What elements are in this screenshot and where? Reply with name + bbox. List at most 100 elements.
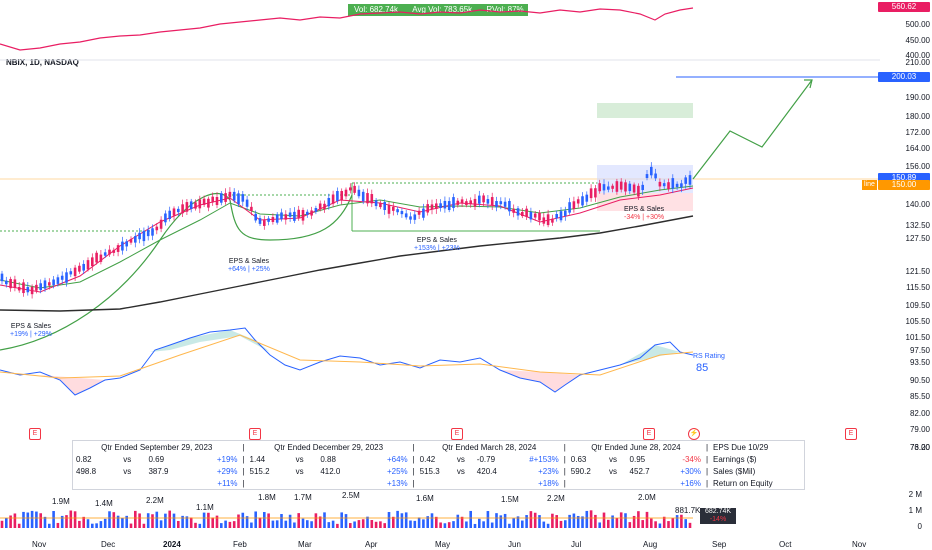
date-label: Jun [508, 540, 521, 549]
rs-rating-value: 85 [696, 362, 709, 374]
volume-bar [495, 513, 498, 528]
candle-body [684, 177, 687, 184]
price-axis-label: 132.50 [905, 221, 930, 230]
volume-bar [288, 514, 292, 528]
volume-bar [486, 511, 490, 528]
candle-body [409, 216, 412, 220]
candle-body [387, 205, 391, 214]
volume-bar [164, 513, 167, 528]
volume-bar [688, 522, 692, 528]
candle-body [435, 203, 438, 209]
table-row: 0.82 vs 0.69 +19% | 1.44 vs 0.88 +64% | 0.42 vs -0… [76, 454, 757, 464]
price-axis-label: 164.00 [905, 144, 930, 153]
earnings-badge[interactable]: E [451, 428, 463, 440]
candle-body [443, 200, 447, 209]
volume-bar [39, 513, 42, 528]
volume-bar [151, 514, 154, 528]
volume-bar [392, 516, 395, 528]
candle-body [602, 184, 606, 191]
volume-peak-label: 1.8M [258, 493, 276, 502]
candle-body [331, 194, 335, 204]
ma-200 [0, 215, 694, 312]
volume-bar [413, 520, 417, 528]
candle-body [486, 199, 490, 204]
volume-bar [56, 522, 60, 528]
volume-bar [538, 515, 541, 528]
volume-bar [129, 523, 133, 528]
candle-body [254, 213, 257, 221]
candle-body [65, 272, 68, 283]
price-axis-label: 97.50 [909, 346, 930, 355]
candle-body [564, 210, 567, 216]
candle-body [125, 241, 128, 247]
earnings-badge[interactable]: E [29, 428, 41, 440]
volume-bar [499, 515, 503, 528]
volume-bar [508, 523, 511, 528]
rs-fill-red [40, 375, 105, 395]
date-label: Feb [233, 540, 247, 549]
candle-body [413, 214, 417, 220]
candle-body [297, 209, 300, 218]
price-axis-label: 127.50 [905, 234, 930, 243]
candle-body [13, 279, 17, 288]
price-axis-label: 76.00 [909, 443, 930, 452]
volume-stats-box: Vol: 682.74k Avg Vol: 783.65k RVol: 87% [348, 4, 528, 16]
volume-peak-label: 2.0M [638, 493, 656, 502]
earnings-badge[interactable]: E [845, 428, 857, 440]
candle-body [529, 211, 533, 220]
candle-body [60, 275, 64, 280]
volume-bar [671, 518, 675, 528]
candle-body [288, 212, 292, 217]
ma-50 [0, 185, 694, 289]
volume-peak-label: 1.7M [294, 493, 312, 502]
candle-body [503, 201, 507, 207]
candle-body [232, 191, 236, 201]
candle-body [555, 214, 558, 219]
volume-bar [254, 511, 257, 528]
volume-bar [99, 521, 103, 528]
volume-bar [82, 516, 85, 528]
volume-bar [159, 520, 163, 528]
candle-body [469, 200, 472, 205]
volume-bar [48, 523, 51, 528]
dividend-icon[interactable]: ⚡ [688, 428, 700, 440]
candle-body [202, 198, 206, 205]
candle-body [624, 182, 627, 192]
earnings-badge[interactable]: E [249, 428, 261, 440]
volume-bar [314, 513, 318, 528]
volume-bar [73, 511, 77, 528]
candle-body [512, 208, 515, 213]
candle-body [310, 210, 313, 216]
candle-body [211, 196, 214, 203]
candle-body [473, 198, 477, 207]
volume-peak-label: 1.4M [95, 499, 113, 508]
volume-peak-label: 2.2M [146, 496, 164, 505]
rs-rating-label: RS Rating [693, 353, 725, 360]
candle-body [207, 198, 210, 208]
candle-body [598, 183, 601, 192]
date-label: Aug [643, 540, 658, 549]
candle-body [353, 185, 356, 193]
volume-bar [237, 514, 240, 528]
main-chart[interactable] [0, 0, 880, 540]
volume-bar [357, 520, 361, 528]
earnings-badge[interactable]: E [643, 428, 655, 440]
candle-body [452, 197, 455, 209]
candle-body [607, 186, 610, 190]
volume-bar [17, 523, 21, 528]
volume-bar [684, 519, 687, 528]
candle-body [533, 213, 537, 218]
candle-body [525, 208, 528, 217]
volume-bar [465, 521, 468, 528]
candle-body [344, 189, 348, 197]
candle-body [267, 218, 270, 222]
volume-bar [155, 511, 159, 528]
date-label: Apr [365, 540, 378, 549]
candle-body [43, 280, 47, 289]
ma-21 [0, 187, 694, 293]
candle-body [628, 183, 632, 192]
volume-bar [280, 514, 283, 528]
earnings-table: Qtr Ended September 29, 2023 | Qtr Ended … [72, 440, 805, 490]
date-label: Jul [571, 540, 582, 549]
volume-bar [632, 515, 636, 528]
